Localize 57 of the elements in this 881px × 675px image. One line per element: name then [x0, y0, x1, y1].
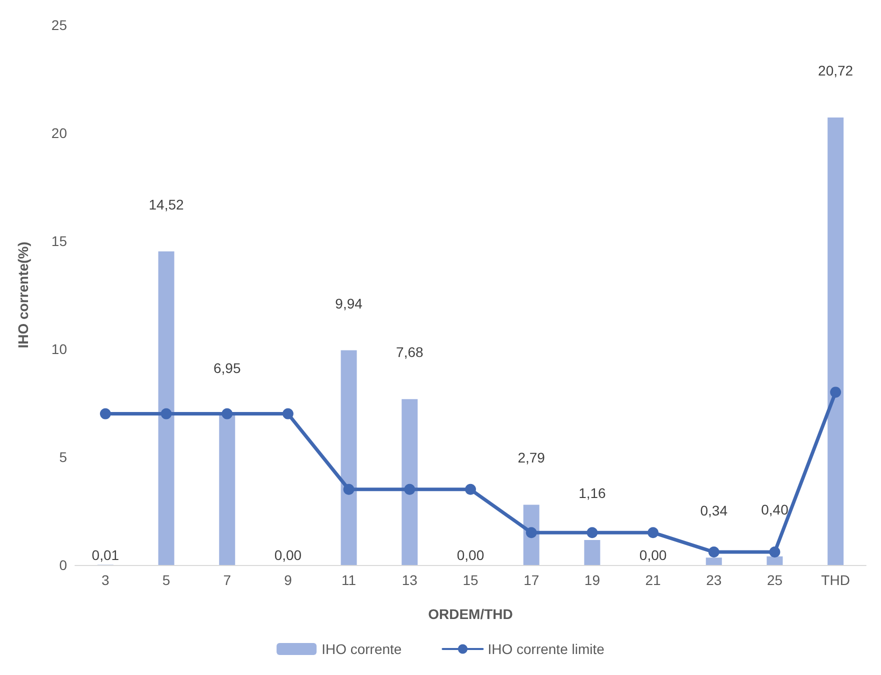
data-label: 20,72	[818, 62, 854, 78]
data-label: 0,00	[274, 547, 302, 563]
data-label: 7,68	[396, 344, 424, 360]
x-tick-label: 19	[584, 572, 600, 588]
point	[100, 408, 111, 420]
bar	[828, 117, 844, 565]
point	[282, 408, 294, 420]
bar	[402, 399, 418, 565]
point	[404, 484, 416, 495]
x-tick-label: 13	[402, 572, 418, 588]
x-tick-label: 15	[462, 572, 478, 588]
data-label: 9,94	[335, 295, 363, 312]
point	[222, 408, 233, 420]
data-label: 0,34	[700, 502, 728, 519]
point	[526, 527, 537, 538]
x-axis-title: ORDEM/THD	[428, 606, 513, 622]
x-tick-label: 3	[102, 572, 110, 588]
y-tick-label: 0	[59, 557, 68, 573]
bar	[706, 558, 722, 565]
legend-label: IHO corrente	[322, 641, 402, 657]
y-tick-label: 15	[51, 233, 68, 249]
y-tick-label: 5	[59, 449, 68, 465]
point	[648, 527, 659, 538]
x-tick-label: 23	[706, 572, 722, 588]
data-label: 2,79	[518, 450, 546, 466]
y-tick-label: 10	[51, 341, 68, 357]
bar	[584, 540, 600, 565]
x-tick-label: 11	[342, 572, 356, 588]
x-tick-label: 7	[223, 572, 232, 588]
bar	[158, 251, 174, 565]
legend-label: IHO corrente limite	[488, 641, 605, 657]
x-tick-label: 21	[645, 572, 662, 588]
data-label: 0,01	[92, 546, 120, 563]
bar	[340, 350, 357, 565]
y-tick-label: 20	[51, 125, 68, 141]
bar	[219, 414, 236, 565]
point	[708, 546, 720, 558]
bar	[766, 556, 783, 565]
x-tick-label: 5	[162, 572, 170, 588]
data-label: 0,00	[456, 547, 484, 563]
y-tick-label: 25	[51, 17, 68, 33]
point	[586, 527, 598, 538]
x-tick-label: 17	[524, 572, 540, 588]
data-label: 1,16	[578, 484, 606, 501]
x-tick-label: 9	[284, 572, 292, 588]
point	[160, 408, 172, 420]
y-axis-title: IHO corrente(%)	[15, 242, 31, 348]
data-label: 6,95	[213, 360, 241, 376]
data-label: 14,52	[148, 196, 184, 212]
point	[830, 386, 842, 398]
x-tick-label: THD	[821, 572, 850, 588]
data-label: 0,00	[639, 547, 667, 563]
data-label: 0,40	[761, 501, 789, 518]
x-tick-label: 25	[766, 572, 783, 588]
point	[769, 546, 780, 558]
point	[343, 484, 354, 495]
point	[465, 484, 476, 495]
